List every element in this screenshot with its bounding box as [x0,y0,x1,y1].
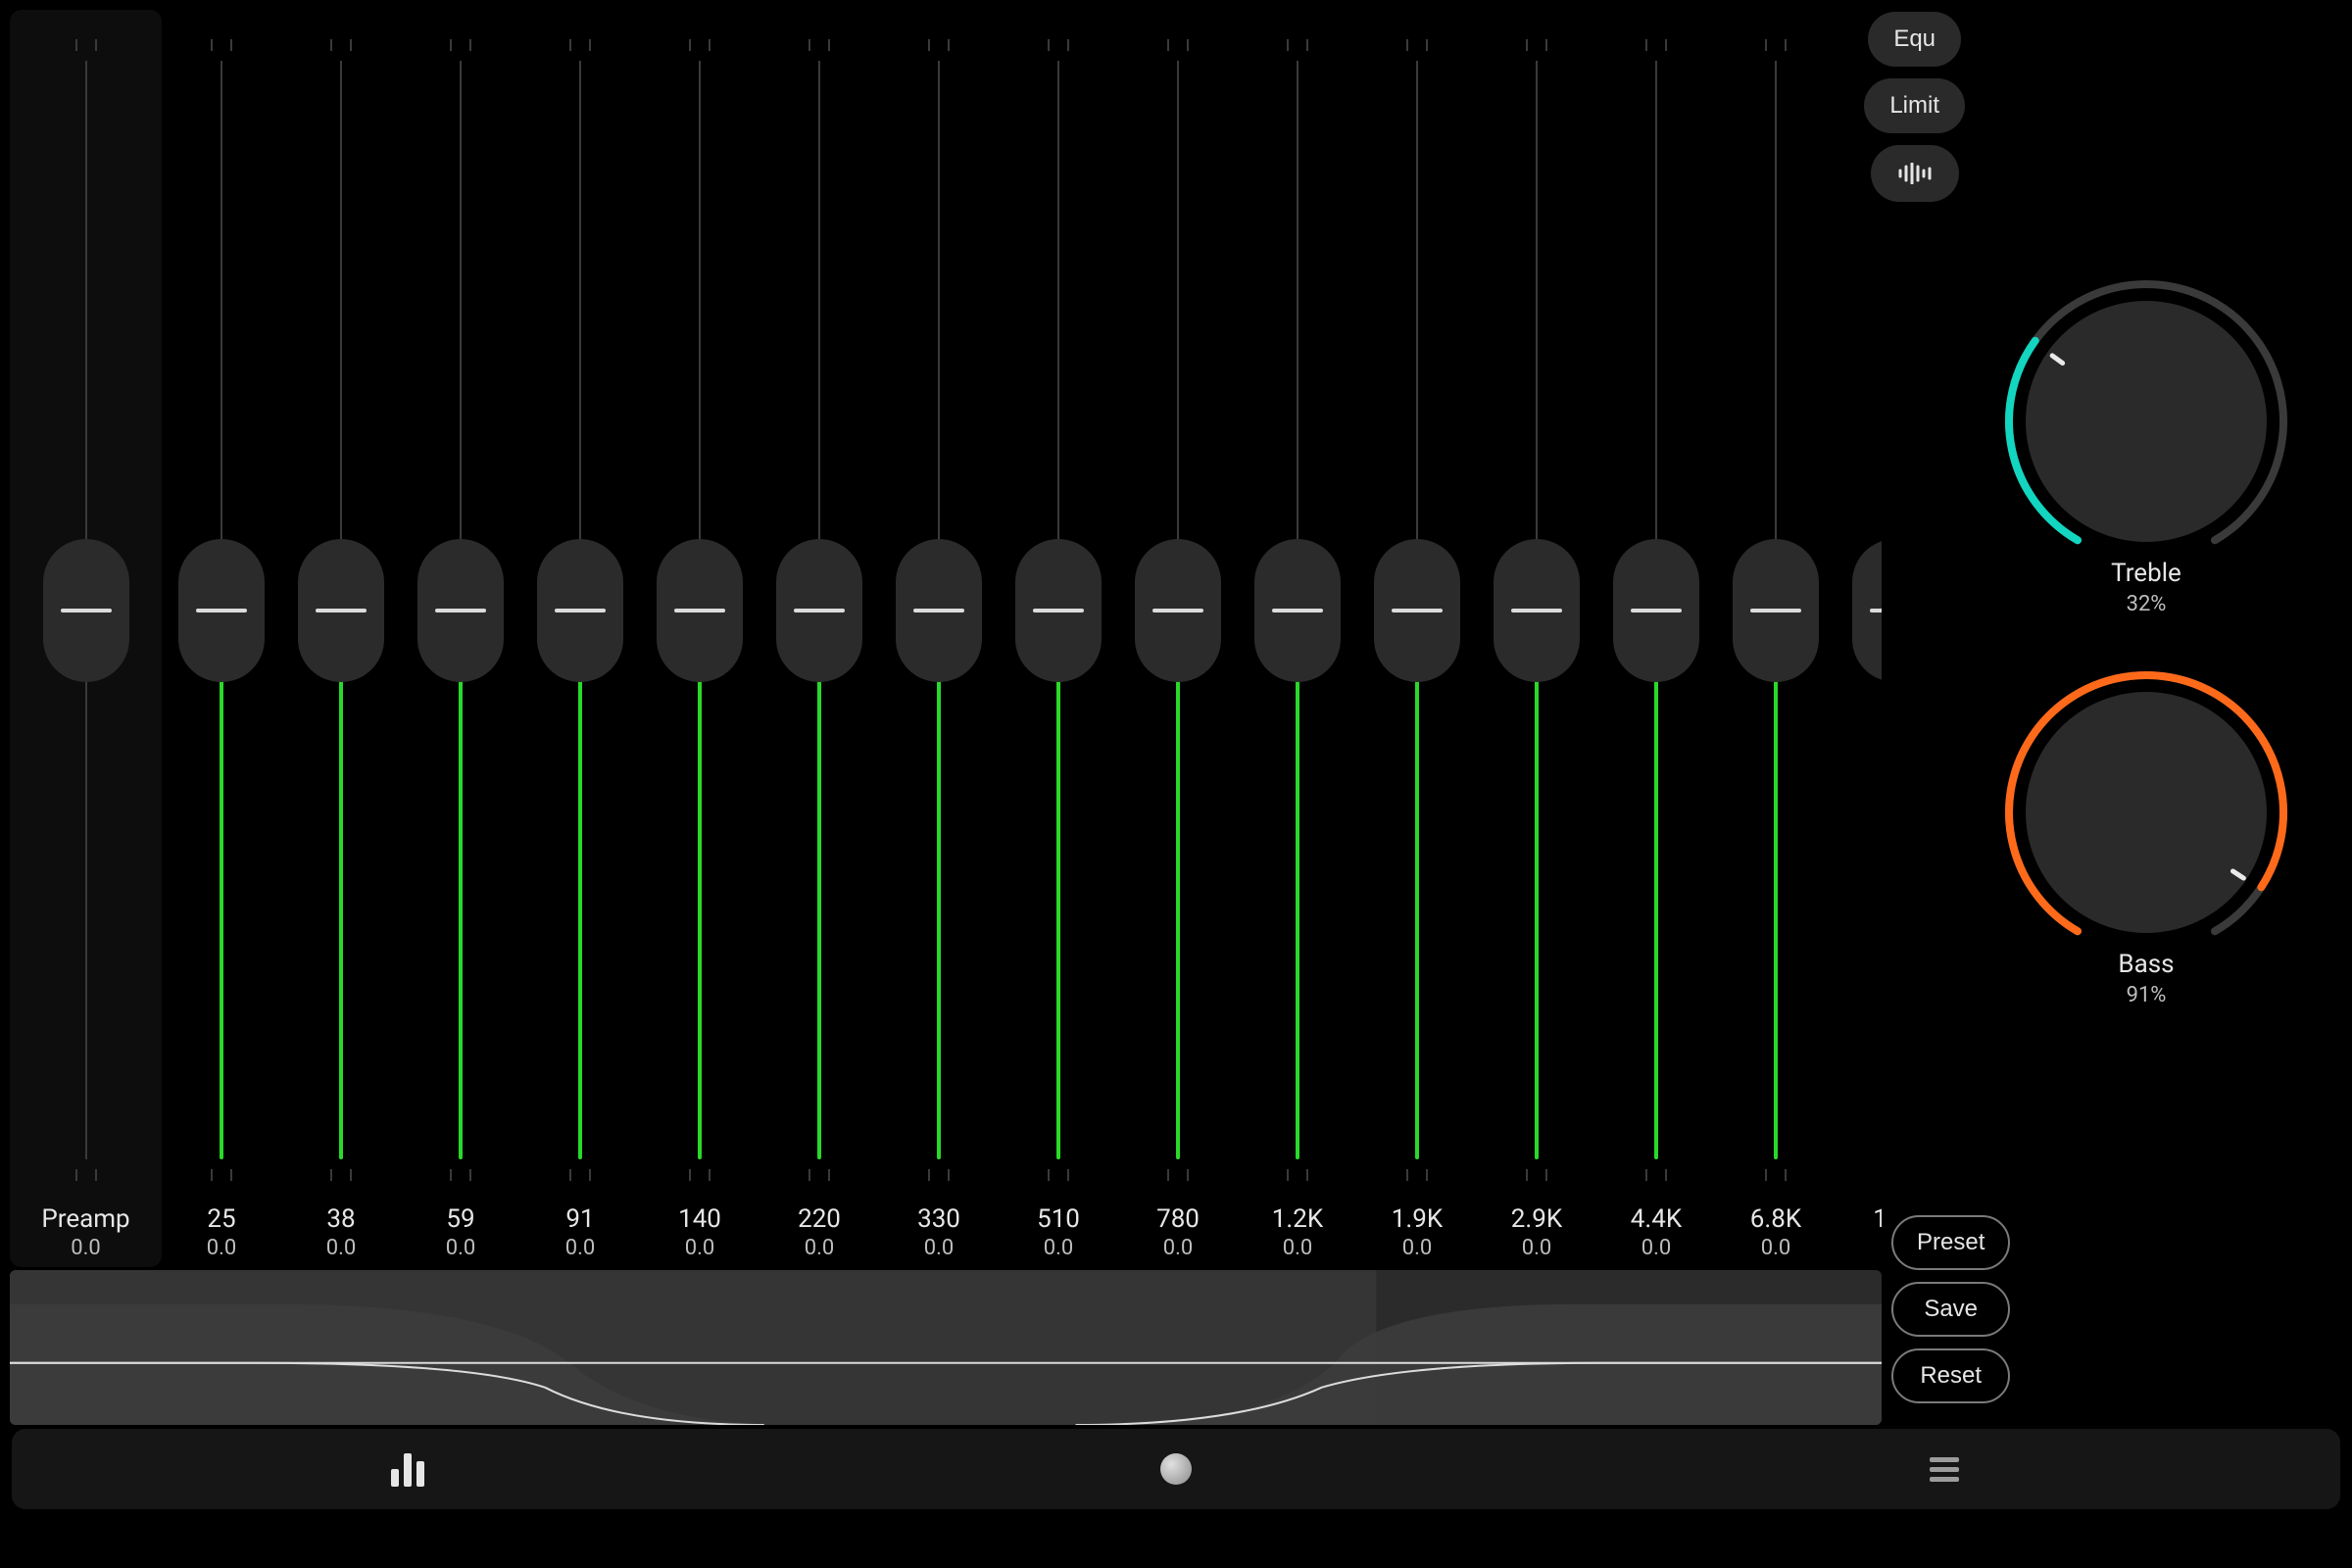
band-freq-label: Preamp [10,1204,162,1234]
slider-handle[interactable] [776,539,862,682]
slider-handle[interactable] [178,539,265,682]
band-value-label: 0.0 [1716,1236,1836,1260]
band-slider[interactable]: 1.9K0.0 [1357,10,1477,1267]
treble-knob-block: Treble 32% [1999,274,2293,616]
slider-handle[interactable] [1494,539,1580,682]
slider-handle[interactable] [1733,539,1819,682]
bottom-nav [12,1429,2340,1509]
band-slider[interactable]: 2200.0 [760,10,879,1267]
preamp-slider[interactable]: Preamp0.0 [10,10,162,1267]
band-freq-label: 38 [281,1204,401,1234]
band-freq-label: 10K [1836,1204,1882,1234]
band-value-label: 0.0 [162,1236,281,1260]
band-slider[interactable]: 6.8K0.0 [1716,10,1836,1267]
band-freq-label: 4.4K [1596,1204,1716,1234]
nav-menu-tab[interactable] [1921,1446,1968,1493]
slider-handle[interactable] [417,539,504,682]
band-slider[interactable]: 590.0 [401,10,520,1267]
bands-scroll[interactable]: 250.0380.0590.0910.01400.02200.03300.051… [162,10,1882,1267]
band-slider[interactable]: 250.0 [162,10,281,1267]
band-freq-label: 780 [1118,1204,1238,1234]
slider-handle[interactable] [1254,539,1341,682]
band-slider[interactable]: 1.2K0.0 [1238,10,1357,1267]
slider-handle[interactable] [43,539,129,682]
slider-handle[interactable] [1613,539,1699,682]
band-value-label: 0.0 [999,1236,1118,1260]
band-freq-label: 2.9K [1477,1204,1596,1234]
band-value-label: 0.0 [879,1236,999,1260]
slider-handle[interactable] [1374,539,1460,682]
band-value-label: 0.0 [1118,1236,1238,1260]
save-button[interactable]: Save [1891,1282,2010,1337]
nav-knob-tab[interactable] [1152,1446,1200,1493]
band-value-label: 0.0 [520,1236,640,1260]
band-slider[interactable]: 10K0.0 [1836,10,1882,1267]
band-freq-label: 220 [760,1204,879,1234]
response-curve[interactable] [10,1270,1882,1425]
band-freq-label: 1.9K [1357,1204,1477,1234]
bars-icon [391,1451,424,1487]
treble-value: 32% [1999,592,2293,616]
band-freq-label: 1.2K [1238,1204,1357,1234]
band-value-label: 0.0 [1357,1236,1477,1260]
slider-handle[interactable] [1135,539,1221,682]
nav-eq-tab[interactable] [384,1446,431,1493]
band-value-label: 0.0 [640,1236,760,1260]
band-value-label: 0.0 [281,1236,401,1260]
band-freq-label: 6.8K [1716,1204,1836,1234]
band-slider[interactable]: 5100.0 [999,10,1118,1267]
slider-handle[interactable] [537,539,623,682]
band-slider[interactable]: 1400.0 [640,10,760,1267]
band-value-label: 0.0 [401,1236,520,1260]
slider-handle[interactable] [896,539,982,682]
preset-button[interactable]: Preset [1891,1215,2010,1270]
band-freq-label: 140 [640,1204,760,1234]
menu-icon [1930,1452,1959,1487]
knobs-panel: Treble 32% Bass 91% [1970,274,2323,1007]
band-freq-label: 25 [162,1204,281,1234]
reset-button[interactable]: Reset [1891,1348,2010,1403]
treble-knob[interactable] [1999,274,2293,568]
bass-value: 91% [1999,983,2293,1007]
band-freq-label: 91 [520,1204,640,1234]
slider-handle[interactable] [1015,539,1102,682]
band-slider[interactable]: 2.9K0.0 [1477,10,1596,1267]
knob-icon [1160,1453,1192,1485]
band-slider[interactable]: 380.0 [281,10,401,1267]
band-slider[interactable]: 3300.0 [879,10,999,1267]
band-slider[interactable]: 7800.0 [1118,10,1238,1267]
wave-icon [1898,163,1932,184]
side-actions: Preset Save Reset [1891,1215,2010,1403]
band-freq-label: 330 [879,1204,999,1234]
band-value-label: 0.0 [1596,1236,1716,1260]
eq-area: Preamp0.0 250.0380.0590.0910.01400.02200… [10,10,1882,1267]
bass-knob[interactable] [1999,665,2293,959]
band-value-label: 0.0 [1238,1236,1357,1260]
band-value-label: 0.0 [1477,1236,1596,1260]
slider-handle[interactable] [298,539,384,682]
bass-knob-block: Bass 91% [1999,665,2293,1007]
band-freq-label: 59 [401,1204,520,1234]
band-freq-label: 510 [999,1204,1118,1234]
band-slider[interactable]: 910.0 [520,10,640,1267]
slider-handle[interactable] [1852,539,1882,682]
band-slider[interactable]: 4.4K0.0 [1596,10,1716,1267]
equ-button[interactable]: Equ [1868,12,1961,67]
band-value-label: 0.0 [1836,1236,1882,1260]
visualizer-button[interactable] [1871,145,1959,202]
band-value-label: 0.0 [10,1236,162,1260]
band-value-label: 0.0 [760,1236,879,1260]
slider-handle[interactable] [657,539,743,682]
